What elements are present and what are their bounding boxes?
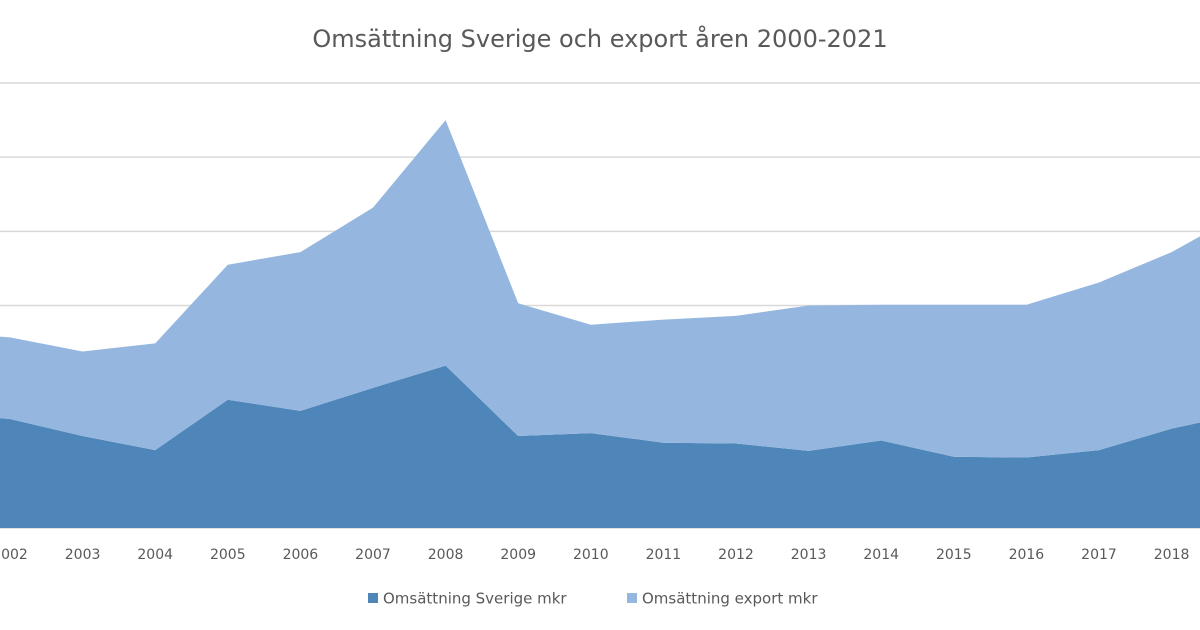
area: [0, 120, 1200, 458]
legend-swatch: [368, 593, 378, 603]
x-tick-label: 2010: [573, 547, 609, 563]
x-tick-label: 2013: [791, 547, 827, 563]
x-tick-label: 2006: [283, 547, 319, 563]
area: [0, 365, 1200, 528]
x-tick-label: 2004: [137, 547, 173, 563]
x-tick-label: 2012: [718, 547, 754, 563]
x-tick-label: 2015: [936, 547, 972, 563]
x-tick-label: 2017: [1081, 547, 1117, 563]
chart-title: Omsättning Sverige och export åren 2000-…: [312, 24, 887, 53]
x-tick-label: 2007: [355, 547, 391, 563]
legend-swatch: [627, 593, 637, 603]
x-tick-label: 2005: [210, 547, 246, 563]
x-tick-label: 2018: [1154, 547, 1190, 563]
x-tick-label: 2002: [0, 547, 28, 563]
x-tick-label: 2014: [863, 547, 899, 563]
x-tick-label: 2008: [428, 547, 464, 563]
legend-label: Omsättning Sverige mkr: [383, 590, 567, 608]
x-tick-label: 2003: [65, 547, 101, 563]
x-tick-label: 2016: [1009, 547, 1045, 563]
x-tick-label: 2009: [500, 547, 536, 563]
legend-label: Omsättning export mkr: [642, 590, 818, 608]
x-tick-label: 2011: [646, 547, 682, 563]
